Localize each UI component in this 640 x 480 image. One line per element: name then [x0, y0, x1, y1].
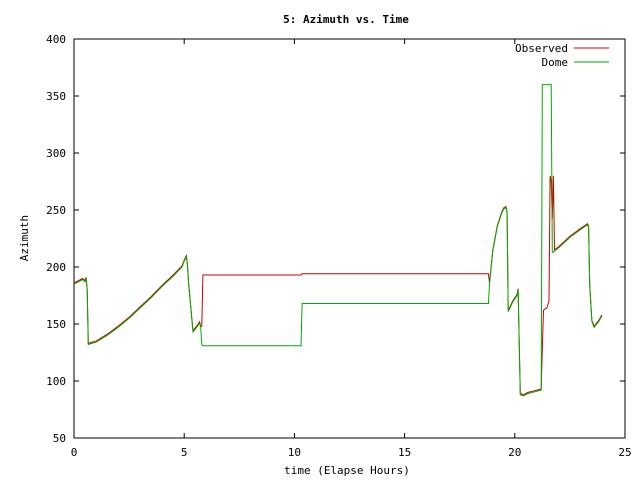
series-line-observed — [73, 175, 603, 396]
y-axis-ticks: 50 100 150 200 250 300 350 400 — [46, 33, 625, 445]
chart-title: 5: Azimuth vs. Time — [283, 13, 409, 26]
y-tick-label: 150 — [46, 318, 66, 331]
y-tick-label: 200 — [46, 261, 66, 274]
y-tick-label: 50 — [53, 432, 66, 445]
x-tick-label: 10 — [288, 446, 301, 459]
y-tick-label: 300 — [46, 147, 66, 160]
y-tick-label: 100 — [46, 375, 66, 388]
series-layer — [73, 84, 603, 397]
x-tick-label: 20 — [508, 446, 521, 459]
y-tick-label: 250 — [46, 204, 66, 217]
x-axis-ticks: 0 5 10 15 20 25 — [71, 39, 632, 459]
x-tick-label: 5 — [181, 446, 188, 459]
legend-label-dome: Dome — [542, 56, 569, 69]
x-tick-label: 25 — [618, 446, 631, 459]
y-tick-label: 400 — [46, 33, 66, 46]
x-tick-label: 0 — [71, 446, 78, 459]
legend: Observed Dome — [515, 42, 609, 69]
x-axis-label: time (Elapse Hours) — [284, 464, 410, 477]
legend-label-observed: Observed — [515, 42, 568, 55]
series-line-dome — [73, 84, 603, 397]
y-tick-label: 350 — [46, 90, 66, 103]
plot-frame — [73, 38, 626, 439]
y-axis-label: Azimuth — [18, 215, 31, 261]
x-tick-label: 15 — [398, 446, 411, 459]
